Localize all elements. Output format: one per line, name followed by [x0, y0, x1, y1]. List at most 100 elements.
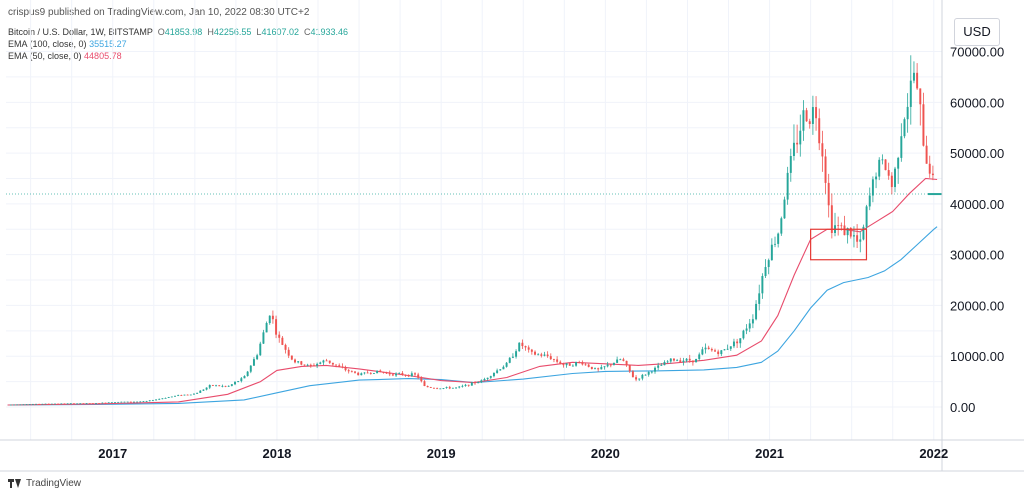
candle-body [12, 404, 15, 406]
candle-body [521, 342, 524, 347]
candle-body [524, 346, 527, 348]
candle-body [385, 372, 388, 374]
x-tick-label: 2019 [427, 446, 456, 461]
candle-body [221, 385, 224, 387]
candle-body [565, 363, 568, 366]
candle-body [174, 395, 176, 397]
candle-body [650, 371, 653, 373]
x-tick-label: 2021 [755, 446, 784, 461]
candle-body [552, 359, 555, 360]
candle-body [306, 364, 309, 366]
candle-body [672, 358, 675, 361]
x-tick-label: 2022 [919, 446, 948, 461]
candle-body [587, 364, 590, 367]
candle-body [470, 382, 473, 386]
candle-body [830, 205, 833, 233]
candle-body [303, 364, 306, 366]
candle-body [9, 404, 12, 406]
symbol-legend-row[interactable]: Bitcoin / U.S. Dollar, 1W, BITSTAMP O418… [8, 26, 348, 38]
candle-body [928, 163, 931, 174]
candle-body [688, 358, 691, 361]
candle-body [218, 385, 221, 387]
candle-body [571, 365, 574, 367]
candle-body [635, 377, 638, 380]
candle-body [897, 157, 900, 169]
candle-body [723, 349, 726, 351]
candle-body [824, 156, 827, 183]
candle-body [155, 399, 158, 401]
candle-body [369, 373, 372, 375]
candle-body [815, 107, 818, 119]
candle-body [742, 330, 745, 339]
ema100-value: 35515.27 [89, 39, 127, 49]
candle-body [410, 373, 413, 377]
candle-body [676, 360, 679, 362]
candle-body [120, 401, 123, 403]
candle-body [335, 364, 338, 366]
candle-body [426, 386, 429, 388]
candle-body [123, 401, 126, 403]
candle-body [82, 403, 85, 405]
candle-body [492, 372, 495, 377]
candle-body [657, 365, 660, 368]
candle-body [88, 403, 91, 404]
candle-body [145, 401, 148, 402]
candle-body [729, 346, 732, 349]
overlay-layer [810, 193, 942, 261]
candle-body [922, 104, 925, 146]
candle-body [227, 385, 230, 387]
candle-body [117, 401, 120, 403]
ohlc-close: C41933.46 [304, 27, 349, 37]
ema50-legend-row[interactable]: EMA (50, close, 0) 44805.78 [8, 50, 348, 62]
candle-body [925, 145, 928, 164]
candle-body [252, 359, 255, 366]
ema100-legend-row[interactable]: EMA (100, close, 0) 35515.27 [8, 38, 348, 50]
candle-body [16, 404, 19, 406]
candle-body [158, 398, 161, 400]
candle-body [234, 382, 236, 385]
ema50-line [7, 177, 938, 406]
y-tick-label: 20000.00 [950, 298, 1004, 313]
candle-body [616, 359, 619, 363]
candle-body [600, 367, 603, 370]
candle-body [909, 80, 912, 107]
candle-body [590, 366, 593, 369]
candle-body [297, 361, 300, 363]
candle-body [271, 315, 274, 320]
candle-body [499, 369, 502, 371]
candle-body [695, 358, 698, 363]
candle-body [110, 402, 113, 404]
candle-body [129, 401, 132, 403]
candle-body [199, 390, 202, 393]
candle-body [448, 387, 451, 389]
candle-body [808, 121, 811, 124]
candle-body [474, 382, 476, 384]
candle-body [906, 106, 909, 120]
candle-body [328, 360, 331, 363]
candle-body [275, 319, 278, 335]
candle-body [294, 359, 296, 363]
candle-body [758, 293, 761, 304]
candle-body [537, 354, 540, 356]
candle-body [732, 341, 735, 347]
candle-body [85, 403, 88, 404]
candle-body [796, 142, 799, 145]
y-tick-label: 70000.00 [950, 45, 1004, 60]
candle-body [316, 363, 319, 366]
candle-body [208, 385, 211, 388]
candle-body [546, 354, 549, 357]
candle-body [237, 381, 240, 383]
candle-body [698, 354, 701, 359]
candle-body [802, 110, 805, 131]
candle-body [745, 328, 748, 331]
last-price-marker [928, 193, 942, 196]
axes: 0.00 10000.00 20000.00 30000.00 40000.00 5000… [0, 0, 1024, 472]
currency-button[interactable]: USD [954, 18, 1000, 46]
candle-body [767, 260, 770, 268]
candle-body [736, 341, 739, 344]
tradingview-footer[interactable]: TradingView [8, 478, 81, 489]
candle-body [240, 378, 243, 382]
candle-body [612, 362, 615, 365]
candle-body [388, 373, 391, 375]
